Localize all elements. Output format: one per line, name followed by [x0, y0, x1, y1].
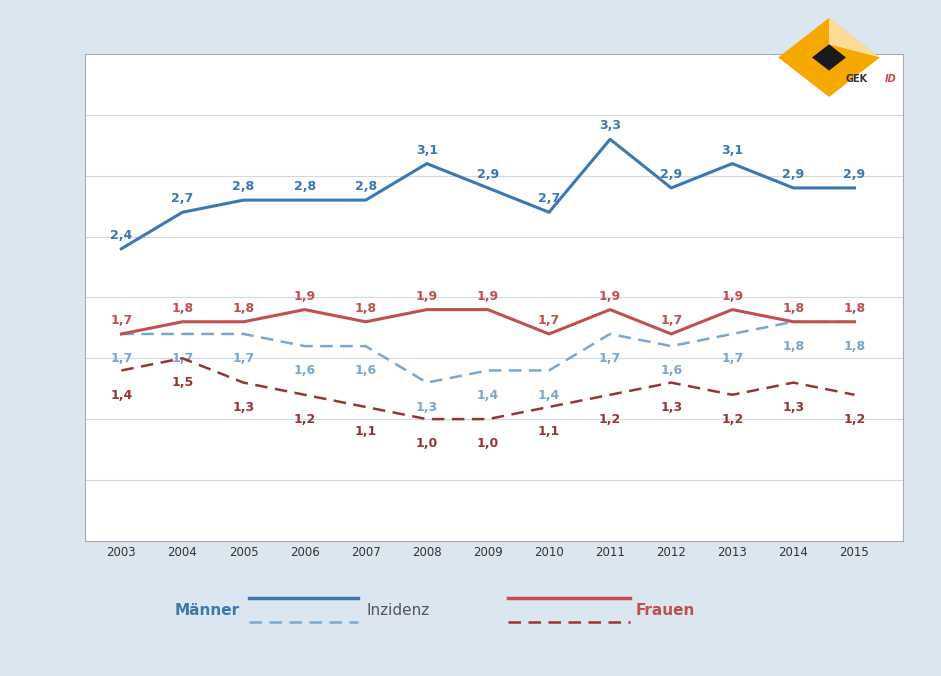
Text: 1,7: 1,7 — [110, 352, 133, 365]
Text: 2,9: 2,9 — [843, 168, 866, 181]
Text: GEK: GEK — [846, 74, 869, 84]
Text: 1,1: 1,1 — [538, 425, 560, 438]
Text: Inzidenz: Inzidenz — [367, 602, 430, 618]
Text: 1,7: 1,7 — [538, 314, 560, 327]
Text: 1,8: 1,8 — [843, 340, 866, 353]
Polygon shape — [829, 18, 880, 57]
Text: 1,6: 1,6 — [355, 364, 376, 377]
Text: 1,8: 1,8 — [782, 340, 805, 353]
Text: 1,2: 1,2 — [721, 413, 743, 426]
Text: Männer: Männer — [175, 602, 240, 618]
Text: 1,9: 1,9 — [416, 289, 438, 303]
Text: 1,3: 1,3 — [416, 401, 438, 414]
Text: 1,7: 1,7 — [110, 314, 133, 327]
Text: 2,8: 2,8 — [294, 180, 315, 193]
Text: 2,9: 2,9 — [477, 168, 499, 181]
Text: ID: ID — [885, 74, 897, 84]
Text: 1,8: 1,8 — [232, 301, 255, 315]
Text: 1,8: 1,8 — [843, 301, 866, 315]
Text: 3,3: 3,3 — [599, 119, 621, 132]
Text: 2,8: 2,8 — [232, 180, 255, 193]
Text: 1,7: 1,7 — [171, 352, 194, 365]
Text: 1,7: 1,7 — [721, 352, 743, 365]
Text: 2,9: 2,9 — [782, 168, 805, 181]
Text: 2,7: 2,7 — [538, 192, 560, 206]
Text: 1,3: 1,3 — [782, 401, 805, 414]
Text: 1,4: 1,4 — [538, 389, 560, 402]
Text: 1,2: 1,2 — [843, 413, 866, 426]
Text: 1,8: 1,8 — [171, 301, 194, 315]
Polygon shape — [812, 45, 846, 70]
Text: 1,8: 1,8 — [782, 301, 805, 315]
Text: 1,0: 1,0 — [416, 437, 438, 450]
Text: 1,9: 1,9 — [477, 289, 499, 303]
Text: 3,1: 3,1 — [721, 143, 743, 157]
Text: 1,9: 1,9 — [294, 289, 315, 303]
Text: 1,3: 1,3 — [661, 401, 682, 414]
Text: 2,9: 2,9 — [661, 168, 682, 181]
Text: 1,7: 1,7 — [232, 352, 255, 365]
Text: 1,9: 1,9 — [721, 289, 743, 303]
Text: 1,0: 1,0 — [477, 437, 499, 450]
Text: 1,7: 1,7 — [660, 314, 682, 327]
Text: 1,7: 1,7 — [599, 352, 621, 365]
Text: 1,1: 1,1 — [355, 425, 376, 438]
Text: 3,1: 3,1 — [416, 143, 438, 157]
Text: 2,4: 2,4 — [110, 228, 133, 242]
Text: 2,7: 2,7 — [171, 192, 194, 206]
Text: Frauen: Frauen — [635, 602, 694, 618]
Text: 1,5: 1,5 — [171, 377, 194, 389]
Text: 1,3: 1,3 — [232, 401, 255, 414]
Text: 2,8: 2,8 — [355, 180, 376, 193]
Text: 1,4: 1,4 — [477, 389, 499, 402]
Text: 1,9: 1,9 — [599, 289, 621, 303]
Polygon shape — [778, 18, 880, 97]
Text: 1,2: 1,2 — [294, 413, 316, 426]
Text: 1,8: 1,8 — [355, 301, 376, 315]
Text: 1,6: 1,6 — [294, 364, 315, 377]
Text: 1,4: 1,4 — [110, 389, 133, 402]
Text: 1,6: 1,6 — [661, 364, 682, 377]
Text: 1,2: 1,2 — [599, 413, 621, 426]
